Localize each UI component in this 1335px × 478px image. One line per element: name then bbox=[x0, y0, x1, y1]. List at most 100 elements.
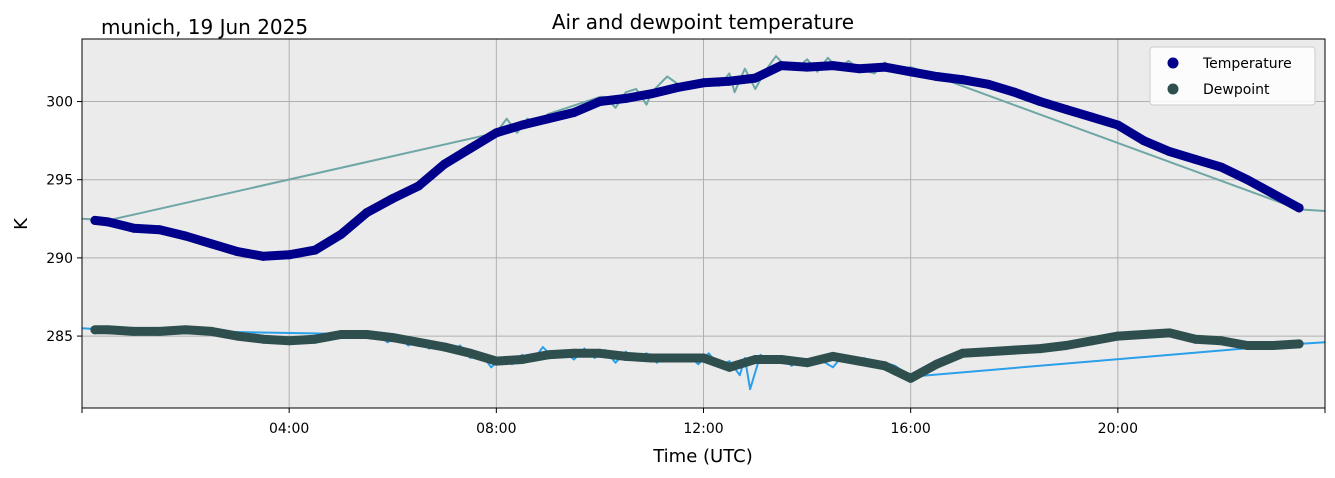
x-axis-ticks: 04:00 08:00 12:00 16:00 20:00 bbox=[81, 408, 1326, 437]
chart-title: Air and dewpoint temperature bbox=[552, 10, 854, 34]
temperature-point bbox=[232, 247, 242, 257]
dewpoint-point bbox=[1009, 345, 1019, 355]
dewpoint-point bbox=[543, 350, 553, 360]
dewpoint-point bbox=[284, 336, 294, 346]
temperature-point bbox=[206, 239, 216, 249]
dewpoint-point bbox=[232, 331, 242, 341]
x-tick-label: 08:00 bbox=[476, 421, 516, 437]
temperature-point bbox=[880, 62, 890, 72]
y-tick-label: 285 bbox=[46, 329, 73, 345]
temperature-point bbox=[828, 61, 838, 71]
dewpoint-point bbox=[414, 337, 424, 347]
dewpoint-point bbox=[1294, 339, 1304, 349]
temperature-point bbox=[362, 208, 372, 218]
temperature-point bbox=[724, 76, 734, 86]
temperature-point bbox=[983, 79, 993, 89]
temperature-point bbox=[1216, 162, 1226, 172]
dewpoint-point bbox=[776, 355, 786, 365]
temperature-point bbox=[129, 223, 139, 233]
dewpoint-point bbox=[1242, 340, 1252, 350]
x-tick-label: 20:00 bbox=[1098, 421, 1138, 437]
dewpoint-point bbox=[206, 326, 216, 336]
dewpoint-point bbox=[1061, 340, 1071, 350]
y-tick-label: 295 bbox=[46, 173, 73, 189]
dewpoint-point bbox=[595, 348, 605, 358]
y-tick-label: 290 bbox=[46, 251, 73, 267]
dewpoint-point bbox=[440, 342, 450, 352]
dewpoint-point bbox=[517, 355, 527, 365]
dewpoint-point bbox=[1268, 340, 1278, 350]
temperature-point bbox=[932, 72, 942, 82]
dewpoint-point bbox=[621, 351, 631, 361]
temperature-point bbox=[1035, 97, 1045, 107]
dewpoint-point bbox=[465, 348, 475, 358]
temperature-point bbox=[465, 143, 475, 153]
temperature-point bbox=[258, 251, 268, 261]
x-tick-label: 04:00 bbox=[269, 421, 309, 437]
legend-label-temperature: Temperature bbox=[1202, 56, 1292, 72]
temperature-point bbox=[284, 250, 294, 260]
temperature-point bbox=[699, 78, 708, 88]
dewpoint-point bbox=[750, 355, 760, 365]
y-axis-ticks: 285 290 295 300 bbox=[46, 95, 82, 345]
dewpoint-point bbox=[362, 330, 372, 340]
dewpoint-point bbox=[957, 348, 967, 358]
dewpoint-point bbox=[491, 356, 501, 366]
temperature-point bbox=[336, 229, 346, 239]
temperature-point bbox=[750, 73, 760, 83]
dewpoint-point bbox=[258, 334, 268, 344]
x-tick-label: 16:00 bbox=[890, 421, 930, 437]
dewpoint-point bbox=[1087, 336, 1097, 346]
temperature-point bbox=[388, 193, 398, 203]
temperature-point bbox=[569, 107, 579, 117]
dewpoint-point bbox=[1113, 331, 1123, 341]
dewpoint-point bbox=[647, 353, 657, 363]
temperature-point bbox=[491, 128, 501, 138]
temperature-point bbox=[440, 159, 450, 169]
temperature-point bbox=[802, 62, 812, 72]
series-markers bbox=[90, 61, 1304, 383]
dewpoint-point bbox=[880, 361, 890, 371]
temperature-point bbox=[414, 181, 424, 191]
y-tick-label: 300 bbox=[46, 95, 73, 111]
x-axis-label: Time (UTC) bbox=[652, 446, 753, 467]
legend-label-dewpoint: Dewpoint bbox=[1203, 82, 1270, 98]
dewpoint-point bbox=[1035, 344, 1045, 354]
dewpoint-point bbox=[155, 326, 165, 336]
temperature-point bbox=[957, 75, 967, 85]
dewpoint-point bbox=[129, 326, 139, 336]
dewpoint-point bbox=[1191, 334, 1201, 344]
temperature-point bbox=[543, 114, 553, 124]
temperature-point bbox=[854, 64, 864, 74]
chart-subtitle: munich, 19 Jun 2025 bbox=[101, 15, 308, 39]
dewpoint-point bbox=[802, 358, 812, 368]
temperature-point bbox=[906, 67, 916, 77]
dewpoint-point bbox=[673, 353, 683, 363]
temperature-point bbox=[673, 82, 683, 92]
temperature-point bbox=[310, 245, 320, 255]
legend-marker-dewpoint bbox=[1167, 83, 1179, 95]
x-tick-label: 12:00 bbox=[683, 421, 723, 437]
legend: Temperature Dewpoint bbox=[1149, 46, 1316, 106]
dewpoint-point bbox=[854, 356, 864, 366]
dewpoint-point bbox=[569, 348, 579, 358]
dewpoint-point bbox=[181, 325, 191, 335]
dewpoint-point bbox=[932, 359, 942, 369]
temperature-point bbox=[595, 97, 605, 107]
temperature-point bbox=[776, 61, 786, 71]
temperature-point bbox=[181, 231, 191, 241]
temperature-point bbox=[621, 93, 631, 103]
legend-marker-temperature bbox=[1167, 57, 1179, 69]
temperature-point bbox=[1139, 136, 1149, 146]
temperature-point bbox=[1061, 104, 1071, 114]
temperature-point bbox=[103, 217, 113, 227]
dewpoint-point bbox=[699, 353, 708, 363]
dewpoint-point bbox=[724, 362, 734, 372]
temperature-point bbox=[1009, 87, 1019, 97]
dewpoint-point bbox=[103, 325, 113, 335]
dewpoint-point bbox=[983, 347, 993, 357]
dewpoint-point bbox=[1216, 336, 1226, 346]
dewpoint-point bbox=[90, 325, 100, 335]
dewpoint-point bbox=[388, 333, 398, 343]
